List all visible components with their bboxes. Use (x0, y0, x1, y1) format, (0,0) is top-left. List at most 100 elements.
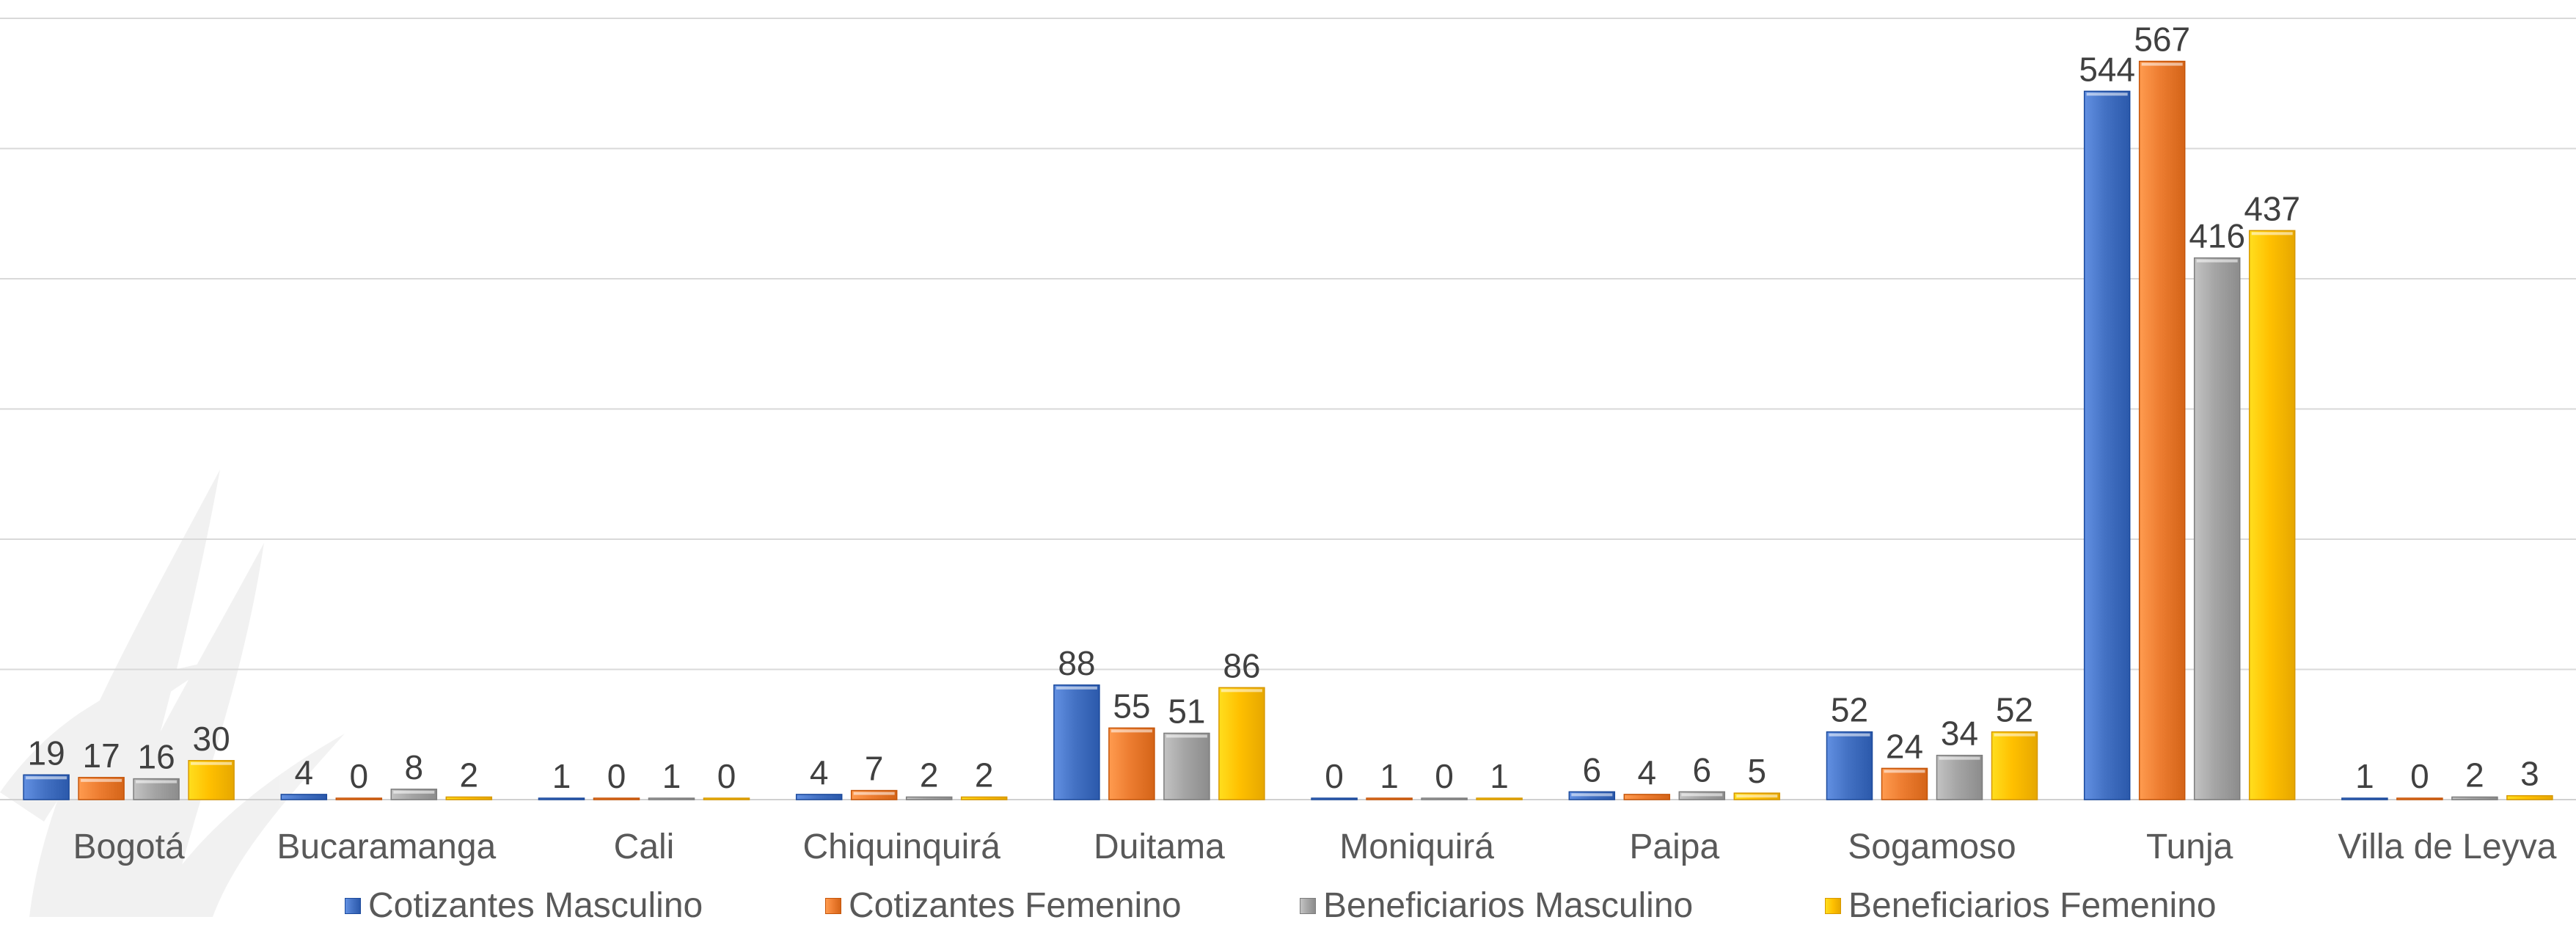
bar-highlight (1829, 733, 1870, 737)
category-label: Tunja (2146, 827, 2233, 866)
bar (2193, 257, 2241, 800)
data-label: 3 (2520, 755, 2539, 793)
category-label: Moniquirá (1339, 827, 1494, 866)
data-label: 4 (810, 753, 829, 792)
data-label: 6 (1583, 750, 1602, 789)
data-label: 1 (552, 757, 571, 795)
category-label: Paipa (1629, 827, 1719, 866)
bar-highlight (136, 780, 178, 783)
bar (1163, 732, 1210, 800)
data-label: 0 (717, 757, 736, 795)
bar (905, 796, 953, 800)
data-label: 437 (2244, 189, 2300, 227)
bars (23, 60, 2553, 800)
bar-highlight (2251, 232, 2293, 235)
bar (2451, 796, 2498, 800)
bar-highlight (1055, 686, 1097, 690)
data-label: 88 (1058, 644, 1095, 682)
bar (2248, 230, 2296, 800)
data-label: 2 (2465, 756, 2484, 794)
legend-label: Beneficiarios Masculino (1323, 886, 1694, 925)
bar (648, 797, 695, 800)
bar (850, 789, 898, 800)
bar (1218, 687, 1265, 800)
category-label: Cali (614, 827, 675, 866)
bar (280, 794, 328, 800)
bar-highlight (1736, 794, 1778, 798)
category-label: Villa de Leyva (2338, 827, 2556, 866)
data-label: 86 (1223, 646, 1260, 684)
bar (1991, 731, 2038, 800)
data-label: 6 (1693, 750, 1712, 789)
bar (1826, 731, 1873, 800)
data-label: 52 (1831, 691, 1868, 729)
data-label: 51 (1168, 692, 1205, 730)
bar-highlight (26, 776, 67, 780)
bar-highlight (1884, 770, 1925, 773)
category-label: Chiquinquirá (802, 827, 1000, 866)
category-label: Duitama (1094, 827, 1225, 866)
data-label: 0 (607, 757, 626, 795)
bar (2506, 794, 2553, 800)
data-label: 1 (1380, 757, 1399, 795)
bar (593, 797, 640, 800)
bar (2083, 90, 2131, 800)
bar (795, 794, 843, 800)
data-label: 2 (460, 756, 479, 794)
bar (1108, 727, 1155, 800)
bar (445, 796, 493, 800)
category-label: Sogamoso (1848, 827, 2016, 866)
data-label: 0 (1435, 757, 1454, 795)
bar-highlight (2086, 92, 2128, 96)
bar-highlight (2196, 259, 2238, 263)
gridlines (0, 18, 2576, 800)
data-label: 55 (1113, 687, 1150, 725)
bar (538, 797, 585, 800)
category-label: Bucaramanga (277, 827, 496, 866)
bar-highlight (1221, 689, 1262, 693)
data-label: 2 (975, 756, 994, 794)
bar (2138, 60, 2186, 800)
legend-swatch (1825, 898, 1841, 914)
bar-highlight (1571, 793, 1613, 797)
bar-highlight (81, 778, 122, 782)
bar (1053, 684, 1100, 800)
data-label: 1 (1490, 757, 1509, 795)
data-label: 30 (193, 720, 230, 758)
data-label: 8 (405, 748, 424, 786)
data-label: 4 (295, 753, 314, 792)
data-label: 34 (1941, 715, 1978, 753)
category-labels: Bogotá Bucaramanga Cali Chiquinquirá Duitama… (73, 827, 2557, 866)
bar-highlight (191, 761, 233, 765)
bar-highlight (1681, 793, 1723, 797)
bar-highlight (2141, 62, 2183, 66)
bar (1476, 797, 1523, 800)
bar (2341, 797, 2388, 800)
data-label: 16 (138, 738, 175, 776)
data-label: 1 (662, 757, 681, 795)
bar (335, 797, 383, 800)
bar (1311, 797, 1358, 800)
bar (1421, 797, 1468, 800)
legend-label: Cotizantes Masculino (368, 886, 703, 925)
bar-highlight (853, 792, 895, 795)
data-label: 52 (1996, 691, 2033, 729)
data-label: 4 (1638, 753, 1657, 792)
bar-highlight (1994, 733, 2035, 737)
legend-swatch (825, 898, 841, 914)
bar-highlight (1110, 729, 1152, 733)
bar-highlight (1166, 734, 1207, 738)
data-label: 5 (1748, 752, 1767, 790)
category-label: Bogotá (73, 827, 185, 866)
bar (703, 797, 750, 800)
bar (188, 760, 235, 800)
data-label: 416 (2189, 217, 2245, 255)
data-label: 17 (83, 737, 120, 775)
data-label: 2 (920, 756, 939, 794)
data-label: 1 (2355, 757, 2374, 795)
legend-item: Beneficiarios Masculino (1300, 884, 1693, 928)
legend-label: Cotizantes Femenino (849, 886, 1182, 925)
bar (1881, 767, 1928, 800)
